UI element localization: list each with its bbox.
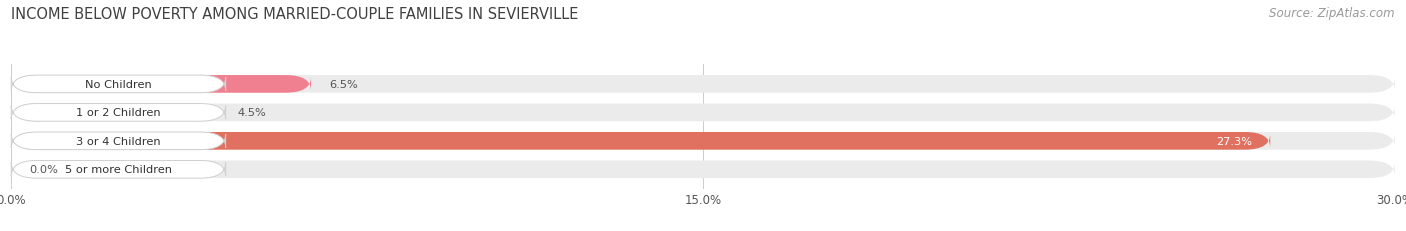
Text: 6.5%: 6.5% xyxy=(329,79,359,89)
FancyBboxPatch shape xyxy=(11,161,1395,178)
Text: 1 or 2 Children: 1 or 2 Children xyxy=(76,108,160,118)
FancyBboxPatch shape xyxy=(11,104,1395,122)
Text: 27.3%: 27.3% xyxy=(1216,136,1251,146)
Text: 3 or 4 Children: 3 or 4 Children xyxy=(76,136,160,146)
Text: 5 or more Children: 5 or more Children xyxy=(65,165,172,175)
FancyBboxPatch shape xyxy=(11,161,226,178)
FancyBboxPatch shape xyxy=(11,76,226,93)
FancyBboxPatch shape xyxy=(11,132,226,150)
FancyBboxPatch shape xyxy=(11,76,311,93)
FancyBboxPatch shape xyxy=(11,132,1270,150)
Text: 4.5%: 4.5% xyxy=(238,108,266,118)
Text: No Children: No Children xyxy=(86,79,152,89)
FancyBboxPatch shape xyxy=(11,104,226,122)
FancyBboxPatch shape xyxy=(11,104,219,122)
Text: INCOME BELOW POVERTY AMONG MARRIED-COUPLE FAMILIES IN SEVIERVILLE: INCOME BELOW POVERTY AMONG MARRIED-COUPL… xyxy=(11,7,579,22)
FancyBboxPatch shape xyxy=(11,76,1395,93)
Text: Source: ZipAtlas.com: Source: ZipAtlas.com xyxy=(1270,7,1395,20)
Text: 0.0%: 0.0% xyxy=(30,165,59,175)
FancyBboxPatch shape xyxy=(11,132,1395,150)
